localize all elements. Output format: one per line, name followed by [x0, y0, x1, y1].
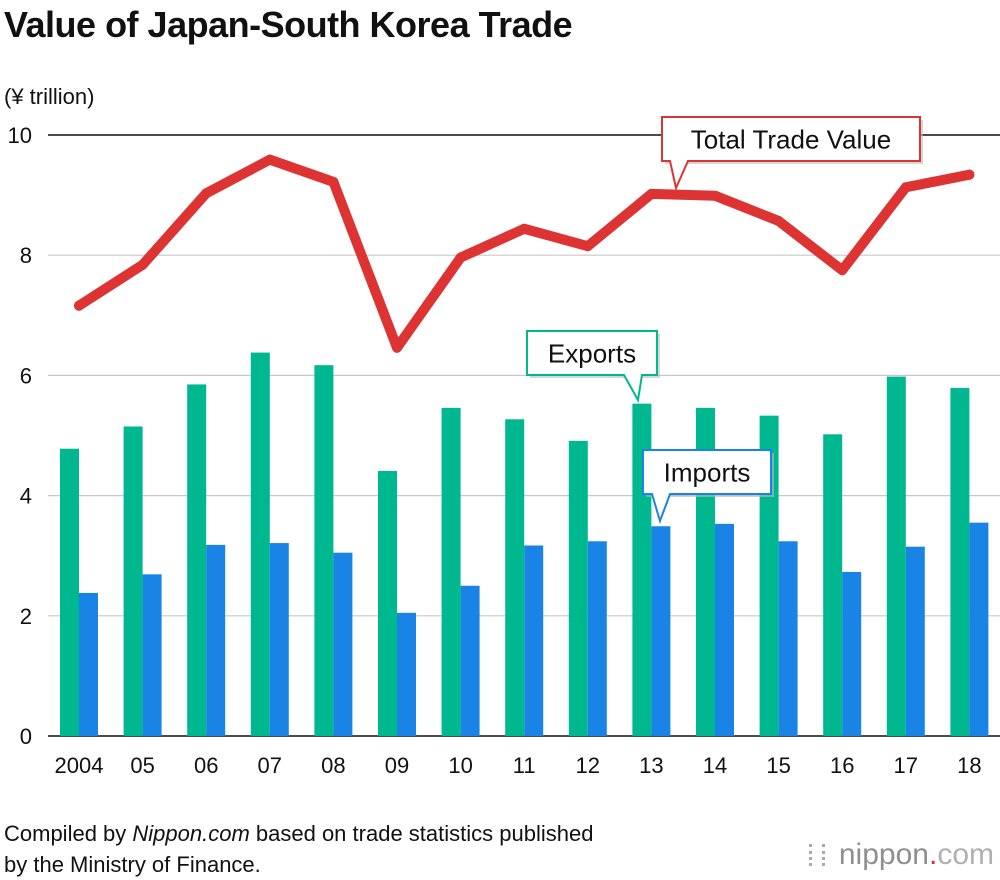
x-tick-label: 11 — [513, 753, 536, 778]
chart-title: Value of Japan-South Korea Trade — [4, 4, 573, 45]
x-tick-label: 06 — [194, 753, 218, 778]
import-bar — [651, 526, 671, 736]
import-bar — [142, 574, 162, 736]
y-tick-label: 2 — [20, 604, 32, 629]
x-tick-label: 07 — [258, 753, 282, 778]
total-trade-point — [837, 265, 848, 276]
total-trade-line — [74, 154, 975, 353]
x-tick-label: 12 — [576, 753, 600, 778]
logo-dot: . — [928, 838, 938, 871]
logo-brand: nippon — [838, 838, 929, 871]
imports-callout-box — [642, 449, 772, 525]
export-bar — [314, 365, 334, 736]
total-trade-point — [519, 223, 530, 234]
total-trade-point — [646, 188, 657, 199]
import-bar — [778, 541, 798, 736]
y-tick-label: 6 — [20, 363, 32, 388]
import-bar — [715, 523, 734, 736]
nippon-logo: nippon. com — [808, 838, 994, 872]
y-tick-label: 10 — [8, 123, 32, 148]
source-site: Nippon.com — [132, 821, 250, 846]
x-tick-label: 05 — [130, 753, 154, 778]
total-callout: Total Trade Value — [661, 116, 923, 192]
x-axis-ticks: 2004 05 06 07 08 09 10 11 12 13 14 15 16 17 18 — [55, 753, 982, 778]
total-trade-point — [455, 252, 466, 263]
total-trade-point — [582, 241, 593, 252]
x-tick-label: 09 — [385, 753, 409, 778]
x-tick-label: 08 — [321, 753, 345, 778]
source-prefix: Compiled by — [4, 821, 133, 846]
export-bar — [568, 440, 588, 736]
logo-tld: com — [937, 838, 994, 871]
export-bar — [505, 419, 525, 736]
export-bar — [441, 407, 461, 736]
x-tick-label: 2004 — [55, 753, 104, 778]
source-line-2: by the Ministry of Finance. — [4, 852, 261, 877]
x-tick-label: 17 — [894, 753, 918, 778]
import-bar — [842, 571, 862, 736]
export-bar — [250, 352, 270, 736]
export-bar — [823, 434, 843, 736]
bars — [60, 352, 989, 736]
import-bar — [587, 541, 607, 736]
export-bar — [950, 388, 970, 736]
import-bar — [206, 544, 226, 736]
trade-chart: 0 2 4 6 8 10 2004 05 06 07 08 09 10 11 12 13 14 15 16 17 18… — [8, 116, 1000, 778]
y-axis-ticks: 0 2 4 6 8 10 — [8, 123, 32, 749]
import-bar — [905, 546, 925, 736]
import-bar — [397, 612, 416, 736]
exports-callout-box — [526, 330, 658, 403]
total-callout-box — [661, 116, 921, 192]
source-line-1: Compiled by Nippon.com based on trade st… — [4, 818, 593, 849]
import-bar — [269, 543, 289, 736]
export-bar — [187, 384, 207, 736]
source-line1-rest: based on trade statistics published — [249, 821, 594, 846]
y-tick-label: 8 — [20, 243, 32, 268]
total-callout-label: Total Trade Value — [691, 124, 891, 154]
import-bar — [969, 522, 989, 736]
x-tick-label: 18 — [957, 753, 981, 778]
imports-callout-label: Imports — [664, 457, 751, 487]
total-trade-point — [264, 154, 275, 165]
imports-callout: Imports — [642, 449, 774, 525]
total-trade-point — [773, 215, 784, 226]
x-tick-label: 10 — [448, 753, 472, 778]
total-trade-point — [201, 188, 212, 199]
total-trade-point — [964, 169, 975, 180]
total-trade-point — [74, 300, 84, 311]
import-bar — [333, 552, 353, 736]
import-bar — [524, 545, 544, 736]
total-trade-line-layer — [74, 154, 975, 353]
exports-callout-label: Exports — [548, 338, 636, 368]
export-bar — [123, 426, 143, 736]
x-tick-label: 13 — [639, 753, 663, 778]
source-note: Compiled by Nippon.com based on trade st… — [4, 818, 593, 880]
logo-mark-icon — [808, 844, 825, 866]
export-bar — [378, 470, 397, 736]
exports-callout: Exports — [526, 330, 660, 403]
x-tick-label: 15 — [766, 753, 790, 778]
import-bar — [460, 585, 480, 736]
import-bar — [79, 592, 98, 736]
y-tick-label: 0 — [20, 724, 32, 749]
y-axis-unit-label: (¥ trillion) — [4, 84, 95, 109]
total-trade-point — [392, 342, 402, 353]
y-tick-label: 4 — [20, 484, 32, 509]
export-bar — [60, 448, 79, 736]
total-trade-point — [900, 182, 911, 193]
x-tick-label: 14 — [703, 753, 727, 778]
export-bar — [886, 376, 906, 736]
callouts: Total Trade Value Exports Imports — [526, 116, 923, 525]
total-trade-point — [710, 190, 720, 201]
total-trade-point — [328, 176, 339, 187]
x-tick-label: 16 — [830, 753, 854, 778]
total-trade-point — [137, 259, 148, 270]
